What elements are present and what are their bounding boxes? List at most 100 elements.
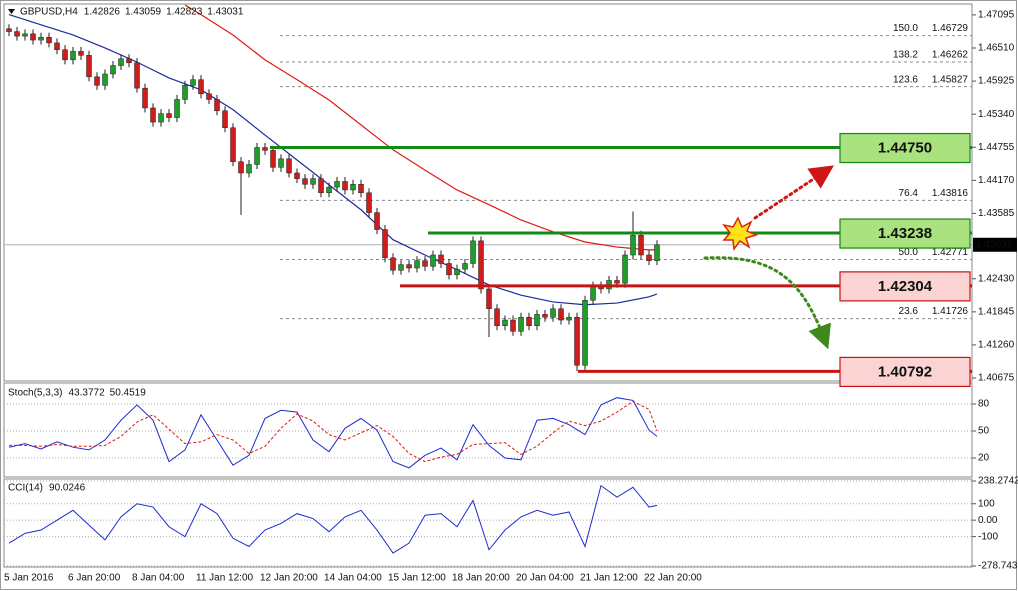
candle-body — [30, 33, 36, 41]
candle-body — [198, 79, 204, 95]
candle-body — [118, 58, 124, 66]
candle-body — [414, 260, 420, 269]
candle-body — [446, 263, 452, 276]
fib-price: 1.46262 — [932, 50, 969, 61]
candle-body — [294, 172, 300, 179]
candle-body — [438, 254, 444, 264]
candle-body — [302, 178, 308, 185]
candle-body — [158, 113, 164, 123]
candle-body — [526, 316, 532, 326]
candle-body — [358, 184, 364, 194]
level-label: 1.42304 — [878, 278, 933, 295]
menu-triangle — [8, 9, 15, 14]
fib-price: 1.45827 — [932, 74, 969, 85]
candle-body — [566, 316, 572, 321]
fib-price: 1.41726 — [932, 306, 969, 317]
candle-body — [54, 42, 60, 50]
panel-title: GBPUSD,H4 — [20, 7, 78, 18]
candle-body — [254, 147, 260, 165]
y-tick-label: 1.47095 — [978, 10, 1015, 21]
candle-body — [462, 263, 468, 270]
level-box — [839, 271, 971, 302]
candle-body — [398, 264, 404, 271]
candle-body — [70, 51, 76, 61]
candle-body — [238, 161, 244, 174]
candle-body — [558, 308, 564, 321]
candle-body — [278, 158, 284, 168]
candle-body — [206, 93, 212, 100]
x-tick-label: 22 Jan 20:00 — [644, 573, 702, 584]
reading: 1.42823 — [166, 7, 203, 18]
candle-body — [422, 260, 428, 267]
x-tick-label: 14 Jan 04:00 — [324, 573, 382, 584]
breakout-star — [722, 216, 759, 251]
candle-body — [390, 257, 396, 271]
candle-body — [342, 181, 348, 191]
y-tick-label: -278.7439 — [978, 561, 1018, 572]
fib-level: 150.0 — [893, 23, 918, 34]
level-label: 1.43238 — [878, 225, 932, 242]
candle-body — [230, 127, 236, 162]
x-tick-label: 5 Jan 2016 — [4, 573, 54, 584]
level-label: 1.40792 — [878, 363, 932, 380]
candle-body — [286, 158, 292, 174]
level-box — [839, 218, 971, 249]
plot-layer: 1.47095 1.46510 1.45925 1.45340 1.44755 1.441… — [4, 4, 1018, 584]
reading: 1.43031 — [207, 7, 244, 18]
y-tick-label: 20 — [978, 453, 990, 464]
candle-body — [102, 73, 108, 86]
candle-body — [454, 268, 460, 276]
candle-body — [350, 184, 356, 191]
y-tick-label: 1.41260 — [978, 340, 1015, 351]
candle-body — [382, 229, 388, 259]
candle-body — [78, 51, 84, 56]
reading: 1.43059 — [125, 7, 162, 18]
down-arrow — [703, 256, 831, 350]
level-box — [839, 356, 971, 388]
y-tick-label: 50 — [978, 426, 990, 437]
candle-body — [270, 150, 276, 168]
y-tick-label: -100 — [978, 531, 998, 542]
x-tick-label: 6 Jan 20:00 — [68, 573, 121, 584]
candle-body — [86, 55, 92, 78]
candle-body — [478, 240, 484, 290]
fib-level: 138.2 — [893, 50, 918, 61]
x-tick-label: 8 Jan 04:00 — [132, 573, 185, 584]
y-tick-label: 1.44755 — [978, 142, 1015, 153]
fib-level: 76.4 — [899, 188, 919, 199]
candle-body — [638, 234, 644, 256]
candle-body — [190, 79, 196, 86]
candle-body — [214, 99, 220, 112]
level-label: 1.44750 — [878, 140, 932, 157]
candle-body — [518, 316, 524, 332]
y-tick-label: 1.44170 — [978, 175, 1015, 186]
candle-body — [262, 147, 268, 151]
candle-body — [14, 31, 20, 37]
candle-body — [126, 58, 132, 63]
candle-body — [470, 240, 476, 264]
x-tick-label: 21 Jan 12:00 — [580, 573, 638, 584]
panel-0 — [4, 4, 972, 371]
candle-body — [502, 319, 508, 326]
panel-title: CCI(14) — [8, 483, 43, 494]
candle-body — [374, 212, 380, 230]
candle-body — [246, 164, 252, 174]
fib-level: 50.0 — [899, 247, 919, 258]
fib-price: 1.46729 — [932, 23, 969, 34]
candle-body — [366, 192, 372, 213]
fib-price: 1.42771 — [932, 247, 969, 258]
candle-body — [222, 110, 228, 128]
candle-body — [46, 36, 52, 44]
candle-body — [486, 288, 492, 309]
cci-panel — [3, 478, 973, 568]
reading: 50.4519 — [110, 388, 147, 399]
candle-body — [62, 49, 68, 61]
y-tick-label: 238.2742 — [978, 476, 1018, 487]
y-tick-label: 1.45340 — [978, 109, 1015, 120]
current-price-tag — [973, 237, 1017, 252]
panel-2 — [4, 480, 972, 567]
candle-body — [622, 254, 628, 284]
y-tick-label: 1.45925 — [978, 76, 1015, 87]
